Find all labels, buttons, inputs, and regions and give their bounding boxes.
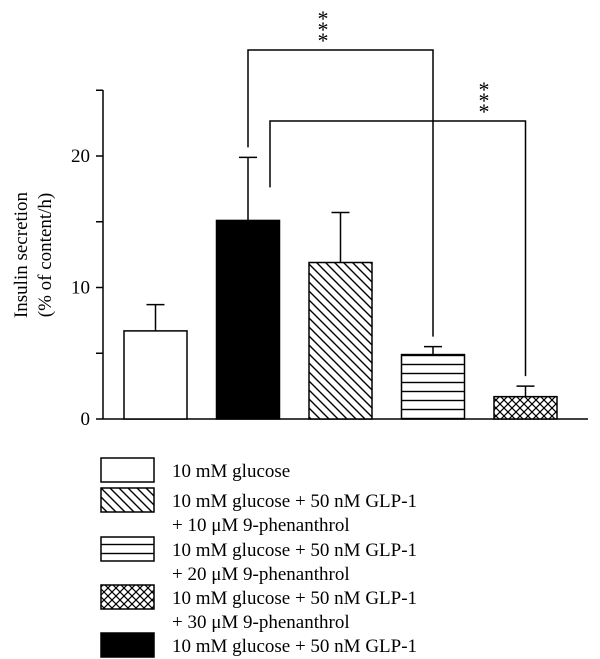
significance-star: *: [479, 99, 490, 124]
significance-star: *: [318, 28, 329, 53]
significance-bracket: [247, 49, 434, 337]
legend-swatch-empty: [100, 457, 155, 483]
significance-star: *: [318, 17, 329, 42]
y-tick-label: 0: [81, 409, 91, 430]
legend-label-line2: + 10 μM 9-phenanthrol: [172, 515, 350, 536]
legend-label: 10 mM glucose + 50 nM GLP-1: [172, 540, 417, 561]
y-axis-label-line1: Insulin secretion: [11, 191, 32, 318]
legend-label: 10 mM glucose + 50 nM GLP-1: [172, 588, 417, 609]
legend-label-line2: + 20 μM 9-phenanthrol: [172, 564, 350, 585]
significance-star: *: [318, 6, 329, 31]
significance-bracket: [269, 120, 527, 377]
bar-horizontal: [400, 353, 466, 420]
legend-label: 10 mM glucose + 50 nM GLP-1: [172, 636, 417, 657]
bar-crosshatch: [493, 395, 558, 420]
y-axis-label-line2: (% of content/h): [35, 193, 56, 318]
bar-empty: [123, 330, 188, 420]
legend-swatch-solid: [100, 632, 155, 658]
legend-label: 10 mM glucose: [172, 461, 290, 482]
legend-swatch-diagonal: [100, 487, 155, 513]
legend: 10 mM glucose 10 mM glucose + 50 nM GLP-1…: [100, 457, 417, 658]
legend-label: 10 mM glucose + 50 nM GLP-1: [172, 491, 417, 512]
bar-solid: [215, 219, 281, 420]
significance-star: *: [479, 77, 490, 102]
bar-diagonal: [308, 261, 373, 420]
legend-swatch-crosshatch: [100, 584, 155, 610]
significance-star: *: [479, 88, 490, 113]
y-tick-label: 20: [71, 146, 90, 167]
legend-swatch-horizontal: [100, 536, 155, 562]
y-tick-label: 10: [71, 278, 90, 299]
legend-label-line2: + 30 μM 9-phenanthrol: [172, 612, 350, 633]
